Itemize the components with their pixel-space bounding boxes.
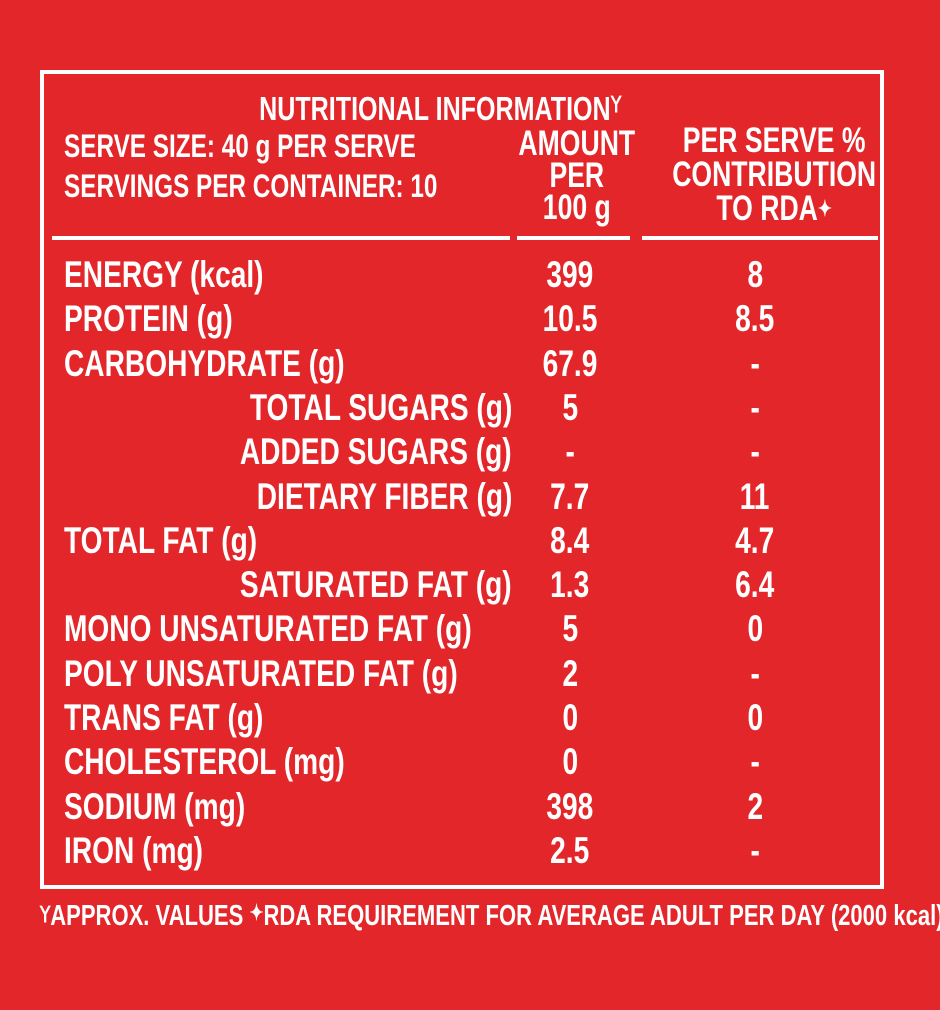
nutrient-row: ADDED SUGARS (g) - - [0, 433, 940, 477]
nutrient-label: SODIUM (mg) [64, 785, 246, 827]
nutrient-row: CARBOHYDRATE (g) 67.9 - [0, 345, 940, 389]
nutrient-label: DIETARY FIBER (g) [256, 475, 512, 517]
amount-per-100g: 399 [546, 254, 594, 295]
header-rule-amount [517, 236, 630, 240]
nutrient-label: SATURATED FAT (g) [240, 564, 512, 606]
amount-per-100g: 7.7 [550, 475, 590, 517]
footnote: ⅄APPROX. VALUES ✦RDA REQUIREMENT FOR AVE… [40, 900, 940, 932]
amount-per-100g: 0 [562, 697, 578, 738]
amount-per-100g: 5 [562, 608, 578, 650]
rda-contribution: 0 [747, 697, 763, 738]
amount-per-100g: 5 [562, 386, 578, 428]
nutrient-label: TRANS FAT (g) [64, 697, 264, 738]
title-text: NUTRITIONAL INFORMATION [259, 90, 611, 127]
amount-per-100g: 2 [562, 652, 578, 694]
nutrient-row: CHOLESTEROL (mg) 0 - [0, 743, 940, 787]
nutrient-row: DIETARY FIBER (g) 7.7 11 [0, 478, 940, 522]
rda-contribution: - [750, 342, 760, 384]
rda-contribution: 6.4 [735, 564, 775, 606]
amount-per-100g: 10.5 [542, 298, 598, 340]
rda-contribution: 8 [747, 254, 763, 295]
amount-per-100g: 8.4 [550, 519, 590, 561]
nutrient-label: MONO UNSATURATED FAT (g) [64, 608, 472, 650]
amount-per-100g: - [565, 431, 575, 473]
nutrient-label: CHOLESTEROL (mg) [64, 741, 345, 783]
nutrient-label: ENERGY (kcal) [64, 254, 264, 295]
nutrient-label: CARBOHYDRATE (g) [64, 342, 345, 384]
nutrient-row: POLY UNSATURATED FAT (g) 2 - [0, 655, 940, 699]
header-rule-rda [642, 236, 878, 240]
rda-contribution: - [750, 741, 760, 783]
servings-per-container: SERVINGS PER CONTAINER: 10 [64, 168, 438, 204]
nutrition-table-border [40, 70, 884, 889]
nutrient-row: ENERGY (kcal) 399 8 [0, 256, 940, 300]
rda-contribution: - [750, 431, 760, 473]
rda-contribution: 11 [740, 475, 770, 517]
nutrient-row: PROTEIN (g) 10.5 8.5 [0, 300, 940, 344]
amount-per-100g: 398 [546, 785, 594, 827]
rda-star-icon: ✦ [817, 196, 832, 221]
rda-contribution: - [750, 829, 760, 871]
approx-mark-icon: ⅄ [40, 901, 51, 926]
approx-mark-icon: ⅄ [610, 91, 621, 116]
rda-star-icon: ✦ [249, 900, 264, 925]
amount-per-100g: 2.5 [550, 829, 590, 871]
amount-per-100g: 67.9 [542, 342, 598, 384]
nutrient-row: MONO UNSATURATED FAT (g) 5 0 [0, 610, 940, 654]
rda-contribution: 0 [747, 608, 763, 650]
header-rule-label [52, 236, 510, 240]
rda-contribution: 2 [747, 785, 763, 827]
nutrient-row: SATURATED FAT (g) 1.3 6.4 [0, 566, 940, 610]
nutrient-row: SODIUM (mg) 398 2 [0, 788, 940, 832]
amount-column-header: AMOUNT PER 100 g [518, 124, 636, 227]
nutrient-label: POLY UNSATURATED FAT (g) [64, 652, 458, 694]
nutrient-label: PROTEIN (g) [64, 298, 233, 340]
nutrient-label: IRON (mg) [64, 829, 204, 871]
rda-contribution: - [750, 652, 760, 694]
nutrient-label: ADDED SUGARS (g) [240, 431, 512, 473]
rda-contribution: 8.5 [735, 298, 775, 340]
amount-per-100g: 1.3 [550, 564, 590, 606]
nutrient-label: TOTAL FAT (g) [64, 519, 258, 561]
amount-per-100g: 0 [562, 741, 578, 783]
rda-column-header: PER SERVE % CONTRIBUTION TO RDA✦ [672, 121, 877, 228]
table-title: NUTRITIONAL INFORMATION⅄ [180, 90, 700, 127]
rda-contribution: - [750, 386, 760, 428]
nutrient-row: TOTAL SUGARS (g) 5 - [0, 389, 940, 433]
nutrient-row: IRON (mg) 2.5 - [0, 832, 940, 876]
nutrient-label: TOTAL SUGARS (g) [249, 386, 512, 428]
rda-contribution: 4.7 [735, 519, 775, 561]
serve-size: SERVE SIZE: 40 g PER SERVE [64, 128, 416, 164]
nutrient-row: TOTAL FAT (g) 8.4 4.7 [0, 522, 940, 566]
nutrient-row: TRANS FAT (g) 0 0 [0, 699, 940, 743]
